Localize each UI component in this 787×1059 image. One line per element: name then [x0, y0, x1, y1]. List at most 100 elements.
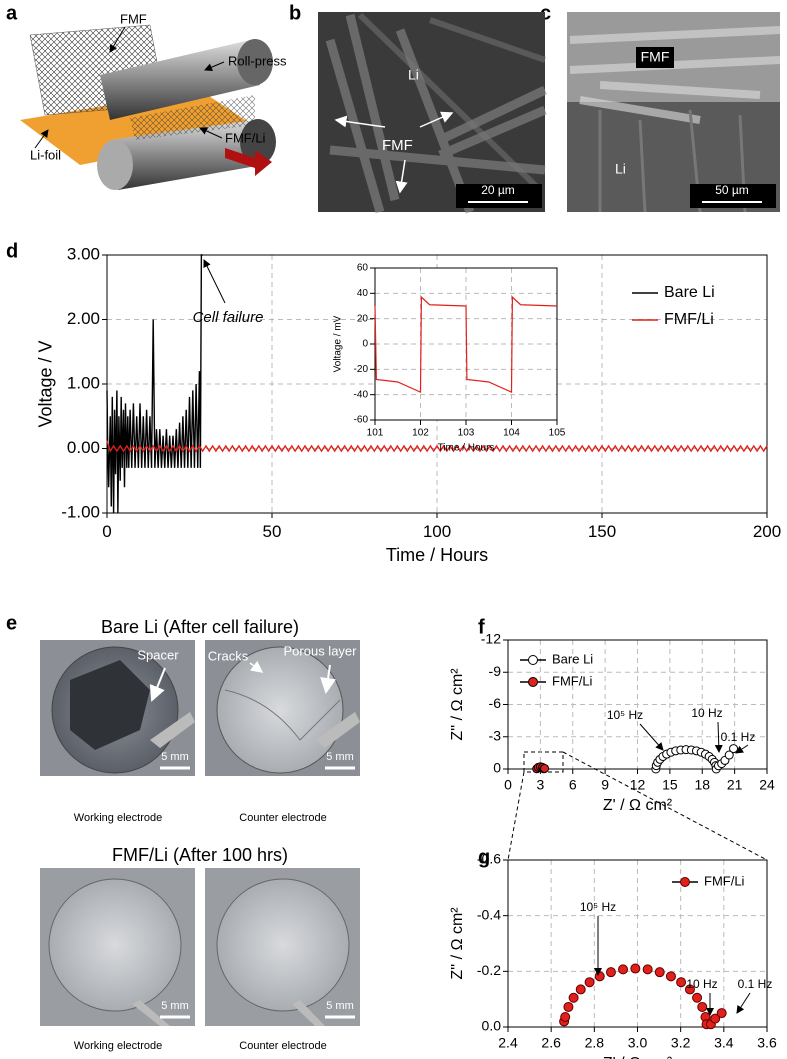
data-point [676, 977, 687, 988]
annotation-arrow [736, 992, 751, 1014]
panel-label: g [478, 846, 490, 868]
image-label: Li [408, 67, 419, 83]
scale-bar-label: 5 mm [326, 751, 354, 763]
x-axis-label: Time / Hours [438, 443, 495, 454]
legend-marker [528, 655, 538, 665]
legend-label: Bare Li [552, 651, 593, 666]
x-axis-label: Z' / Ω cm² [603, 1055, 673, 1059]
plot-frame [374, 267, 558, 421]
annotation: 10 Hz [686, 977, 717, 991]
chart: 101 102 103 104 105 -60 -40 -20 0 20 40 60 Time / Ho… [333, 263, 566, 454]
x-tick-label: 3.6 [757, 1034, 777, 1050]
sem-image: Li FMF 20 µm [318, 12, 547, 214]
plot-frame [507, 639, 768, 770]
data-point [724, 750, 734, 760]
scale-bar-label: 5 mm [326, 1000, 354, 1012]
plot-area [106, 254, 768, 514]
x-tick-label: 21 [727, 776, 743, 792]
annotation: 10⁵ Hz [580, 900, 616, 914]
x-tick-label: 12 [630, 776, 646, 792]
data-point [684, 984, 695, 995]
y-axis-label: Z'' / Ω cm² [449, 668, 466, 741]
x-tick-label: 15 [662, 776, 678, 792]
x-tick-label: 24 [759, 776, 775, 792]
y-tick-label: -0.6 [477, 851, 501, 867]
scale-bar-label: 50 µm [715, 183, 749, 197]
x-tick-label: 103 [458, 428, 475, 439]
plot-area [559, 963, 727, 1030]
y-tick-label: -0.4 [477, 906, 501, 922]
y-tick-label: -60 [354, 415, 369, 426]
y-axis-label: Voltage / V [36, 340, 56, 427]
x-tick-label: 150 [588, 522, 616, 541]
y-tick-label: 40 [357, 288, 369, 299]
x-tick-label: 3 [536, 776, 544, 792]
panel-label: c [540, 2, 551, 24]
photo-caption: Counter electrode [239, 812, 326, 824]
y-tick-label: -1.00 [61, 502, 100, 521]
y-tick-label: -6 [489, 695, 502, 711]
x-tick-label: 104 [503, 428, 520, 439]
data-point [716, 1008, 727, 1019]
y-tick-label: 2.00 [67, 309, 100, 328]
data-point [540, 763, 550, 773]
data-point [568, 992, 579, 1003]
data-point [594, 971, 605, 982]
annotation-arrow [714, 721, 723, 753]
panel-label: a [6, 2, 18, 24]
data-point [563, 1001, 574, 1012]
data-point [560, 1011, 571, 1022]
data-point [605, 967, 616, 978]
x-axis-label: Time / Hours [386, 545, 488, 565]
scale-bar-label: 5 mm [161, 1000, 189, 1012]
annotation: 10 Hz [691, 706, 722, 720]
panel-label: d [6, 240, 18, 262]
x-tick-label: 6 [569, 776, 577, 792]
annotation-arrow [203, 259, 226, 304]
legend-label: FMF/Li [704, 873, 745, 888]
panel-label: f [478, 616, 485, 638]
data-line [106, 440, 768, 453]
y-axis-label: Z'' / Ω cm² [449, 907, 466, 980]
x-tick-label: 105 [549, 428, 566, 439]
data-point [618, 964, 629, 975]
data-point [710, 1013, 721, 1024]
chart: 2.4 2.6 2.8 3.0 3.2 3.4 3.6 0.0 -0.2 -0.4 -0.6 Z' /… [449, 851, 777, 1059]
diagram-label: FMF [120, 11, 147, 26]
diagram-label: Roll-press [228, 53, 287, 68]
panel-title: FMF/Li (After 100 hrs) [112, 845, 288, 865]
plot-frame [507, 859, 768, 1028]
y-axis-label: Voltage / mV [333, 315, 344, 372]
annotation-arrow [735, 744, 749, 754]
photo-panel: Bare Li (After cell failure) Spacer Crac… [40, 617, 360, 1052]
annotation: 0.1 Hz [721, 730, 756, 744]
data-point [665, 971, 676, 982]
x-tick-label: 200 [753, 522, 781, 541]
scale-bar-label: 20 µm [481, 183, 515, 197]
y-tick-label: 0 [362, 339, 368, 350]
y-tick-label: 60 [357, 263, 369, 274]
y-tick-label: -20 [354, 364, 369, 375]
scale-bar-label: 5 mm [161, 751, 189, 763]
legend-marker [680, 877, 690, 887]
data-point [630, 963, 641, 974]
data-point [729, 744, 739, 754]
y-tick-label: 0.00 [67, 438, 100, 457]
x-tick-label: 9 [601, 776, 609, 792]
annotation: 0.1 Hz [738, 977, 773, 991]
image-label: FMF [641, 49, 670, 65]
y-tick-label: -12 [481, 631, 501, 647]
image-label: Li [615, 161, 626, 177]
legend-label: FMF/Li [664, 311, 714, 328]
photo-annotation: Cracks [208, 648, 249, 663]
y-tick-label: -0.2 [477, 962, 501, 978]
data-point [575, 984, 586, 995]
y-tick-label: 20 [357, 313, 369, 324]
data-point [584, 977, 595, 988]
legend-marker [528, 677, 538, 687]
data-point [654, 967, 665, 978]
legend-label: Bare Li [664, 284, 715, 301]
annotation-arrow [639, 723, 664, 751]
image-label: FMF [382, 137, 413, 154]
